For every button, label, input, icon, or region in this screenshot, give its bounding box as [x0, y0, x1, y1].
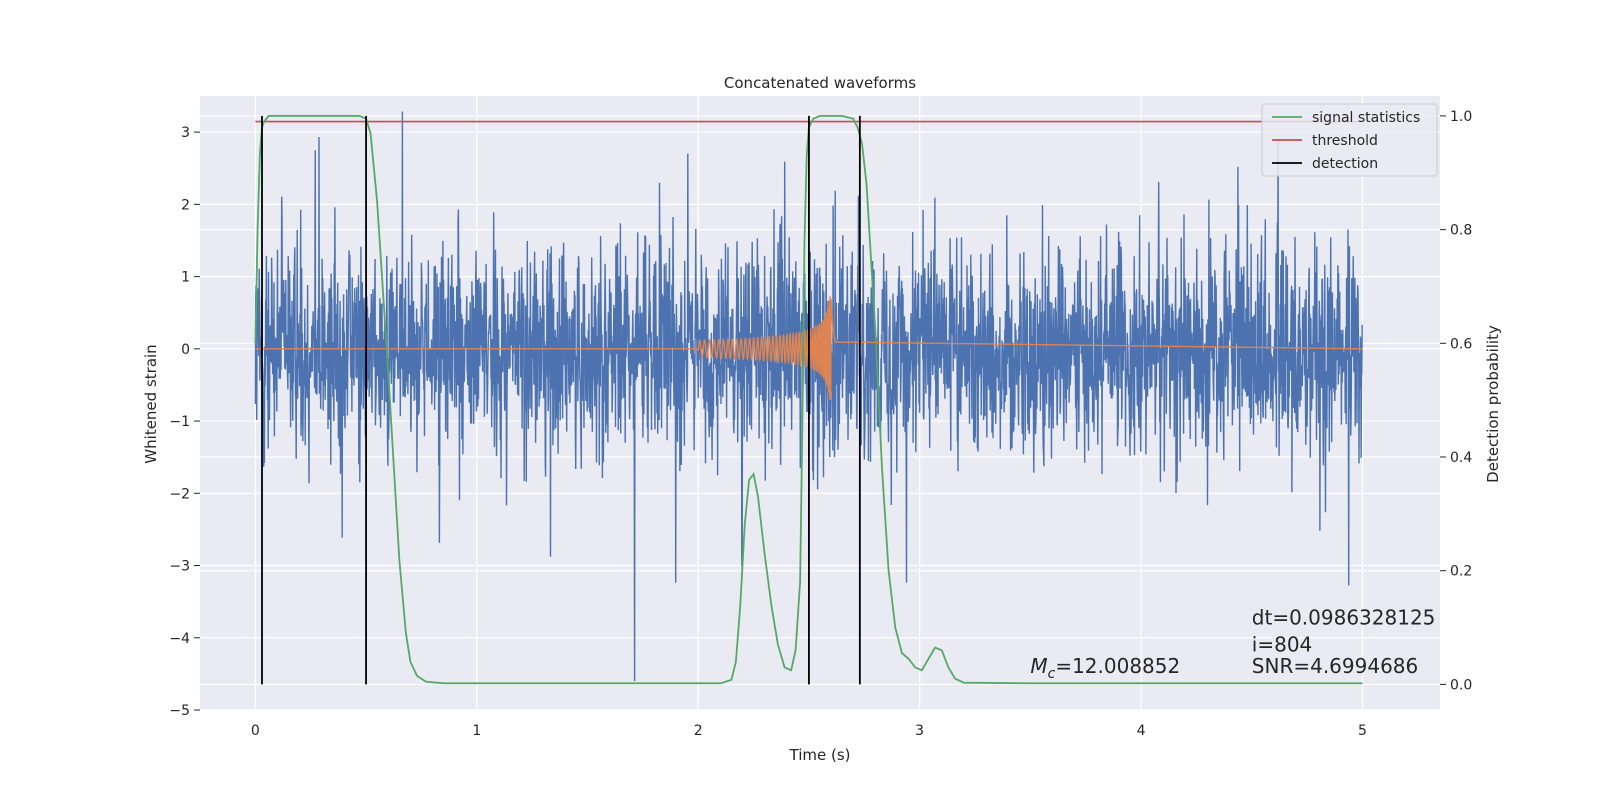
- x-axis-label: Time (s): [789, 746, 851, 764]
- legend-label-signal-statistics: signal statistics: [1312, 110, 1420, 126]
- legend-box: [1261, 103, 1438, 177]
- axes-layer: 0 1 2 3 4 5 3 2 1 0 −1 −2 −3 −4 −5 1.0 0.8 0.6 0.4 0.2 0.0: [169, 109, 1472, 739]
- x-tick-label: 2: [694, 723, 703, 739]
- y-tick-label: 0: [181, 342, 190, 358]
- y2-tick-label: 1.0: [1450, 109, 1472, 125]
- annotation-label: dt=0.0986328125: [1252, 606, 1436, 630]
- y2-tick-label: 0.4: [1450, 450, 1472, 466]
- y-tick-label: −2: [169, 486, 190, 502]
- chirp-template-series: [255, 296, 1363, 401]
- y-tick-label: −4: [169, 631, 190, 647]
- y-tick-label: 2: [181, 197, 190, 213]
- y-tick-label: 1: [181, 270, 190, 286]
- y2-tick-label: 0.8: [1450, 223, 1472, 239]
- x-tick-label: 5: [1358, 723, 1367, 739]
- y-tick-label: −3: [169, 559, 190, 575]
- x-tick-label: 1: [472, 723, 481, 739]
- annotation-label: SNR=4.6994686: [1252, 654, 1418, 678]
- detection-series: [261, 115, 861, 685]
- annotation-layer: Mc=12.008852 dt=0.0986328125 i=804SNR=4.6…: [1030, 606, 1435, 682]
- x-tick-label: 3: [915, 723, 924, 739]
- annotation-label: Mc=12.008852: [1030, 654, 1180, 682]
- annotation-label: i=804: [1252, 632, 1313, 656]
- y2-tick-label: 0.0: [1450, 677, 1472, 693]
- y2-tick-label: 0.2: [1450, 564, 1472, 580]
- y2-axis-label: Detection probability: [1484, 325, 1502, 483]
- y-tick-label: 3: [181, 125, 190, 141]
- x-tick-label: 4: [1137, 723, 1146, 739]
- legend-label-detection: detection: [1312, 156, 1378, 172]
- y2-tick-label: 0.6: [1450, 336, 1472, 352]
- legend: signal statistics threshold detection: [1261, 103, 1438, 177]
- y-tick-label: −5: [169, 703, 190, 719]
- y-axis-label: Whitened strain: [142, 344, 160, 463]
- x-tick-label: 0: [251, 723, 260, 739]
- plot-background: [200, 96, 1440, 710]
- chart-title: Concatenated waveforms: [724, 74, 916, 92]
- y-tick-label: −1: [169, 414, 190, 430]
- signal-statistics-series: [254, 115, 1363, 685]
- chirp-template-line: [255, 296, 1363, 401]
- legend-label-threshold: threshold: [1312, 133, 1378, 149]
- signal-statistics-line: [254, 115, 1363, 685]
